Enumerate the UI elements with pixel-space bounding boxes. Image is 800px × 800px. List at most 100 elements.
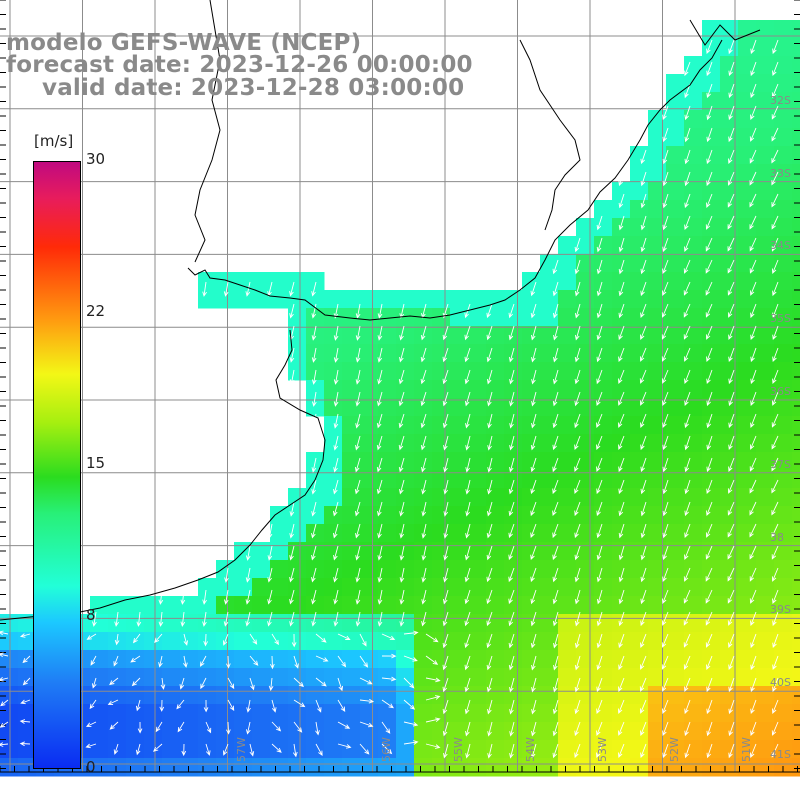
wind-speed-cell [630,290,649,309]
wind-arrow [705,281,713,296]
wind-speed-cell [648,236,667,255]
wind-speed-cell [666,236,685,255]
wind-arrow [486,567,493,583]
wind-speed-cell [468,632,487,651]
wind-speed-cell [756,128,775,147]
wind-speed-cell [666,92,685,111]
wind-arrow [508,545,515,561]
wind-speed-cell [396,632,415,651]
wind-arrow [508,347,515,363]
wind-arrow [749,457,757,472]
wind-arrow [137,721,143,734]
wind-arrow [684,61,691,77]
wind-speed-cell [558,308,577,327]
wind-arrow [750,655,757,671]
wind-speed-cell [306,686,325,705]
wind-arrow [442,721,449,737]
wind-speed-cell [324,704,343,723]
wind-arrow [355,611,361,627]
wind-arrow [639,699,647,714]
wind-speed-cell [666,74,685,93]
wind-speed-cell [414,470,433,489]
wind-arrow [552,457,559,473]
wind-speed-cell [792,722,800,741]
wind-arrow [245,567,251,583]
wind-speed-cell [450,506,469,525]
wind-speed-cell [684,416,703,435]
wind-speed-cell [270,614,289,633]
wind-speed-cell [738,110,757,129]
wind-speed-cell [540,290,559,309]
wind-speed-cell [162,740,181,759]
wind-speed-cell [666,614,685,633]
wind-arrow [772,369,779,384]
wind-speed-cell [396,308,415,327]
wind-speed-cell [198,686,217,705]
wind-speed-cell [774,488,793,507]
wind-arrow [683,589,691,604]
wind-arrow [420,325,427,341]
wind-speed-cell [648,542,667,561]
wind-arrow [245,721,251,735]
wind-speed-cell [738,596,757,615]
wind-speed-cell [756,470,775,489]
wind-speed-cell [324,470,343,489]
wind-arrow [640,435,647,451]
wind-arrow [421,589,427,605]
wind-speed-cell [666,416,685,435]
wind-speed-cell [324,722,343,741]
wind-arrow [132,633,141,644]
wind-speed-cell [360,380,379,399]
wind-arrow [355,523,361,539]
wind-arrow [180,611,186,627]
wind-speed-cell [720,236,739,255]
wind-speed-cell [648,146,667,165]
wind-arrow [464,589,471,605]
wind-arrow [381,676,397,682]
wind-arrow [487,391,493,407]
wind-arrow [750,39,757,55]
wind-arrow [376,413,383,429]
wind-arrow [706,61,713,77]
wind-arrow [311,479,317,495]
wind-speed-cell [702,272,721,291]
wind-arrow [574,655,581,671]
wind-arrow [728,325,735,340]
wind-speed-cell [216,578,235,597]
wind-arrow [487,479,493,495]
wind-speed-cell [396,362,415,381]
wind-arrow [442,369,449,385]
wind-speed-cell [612,722,631,741]
wind-arrow [399,589,405,605]
wind-speed-cell [666,452,685,471]
wind-speed-cell [306,272,325,291]
wind-speed-cell [702,668,721,687]
wind-arrow [464,677,471,693]
lat-label-40s: 40S [770,676,791,689]
wind-speed-cell [306,704,325,723]
wind-arrow [20,699,31,705]
wind-arrow [684,413,691,429]
valid-date: valid date: 2023-12-28 03:00:00 [42,75,465,101]
wind-speed-cell [666,686,685,705]
wind-speed-cell [594,344,613,363]
wind-arrow [508,567,515,583]
wind-speed-cell [342,704,361,723]
wind-arrow [662,171,669,187]
wind-speed-cell [270,272,289,291]
wind-arrow [226,655,231,669]
wind-speed-cell [432,416,451,435]
wind-arrow [772,633,779,649]
wind-arrow [552,589,559,605]
wind-speed-cell [630,218,649,237]
wind-arrow [662,435,669,451]
wind-arrow [381,699,394,709]
wind-speed-cell [234,668,253,687]
wind-arrow [508,303,515,319]
wind-arrow [114,611,119,627]
wind-speed-cell [360,506,379,525]
wind-speed-cell [666,560,685,579]
wind-speed-cell [594,416,613,435]
wind-speed-cell [198,614,217,633]
wind-speed-cell [486,488,505,507]
